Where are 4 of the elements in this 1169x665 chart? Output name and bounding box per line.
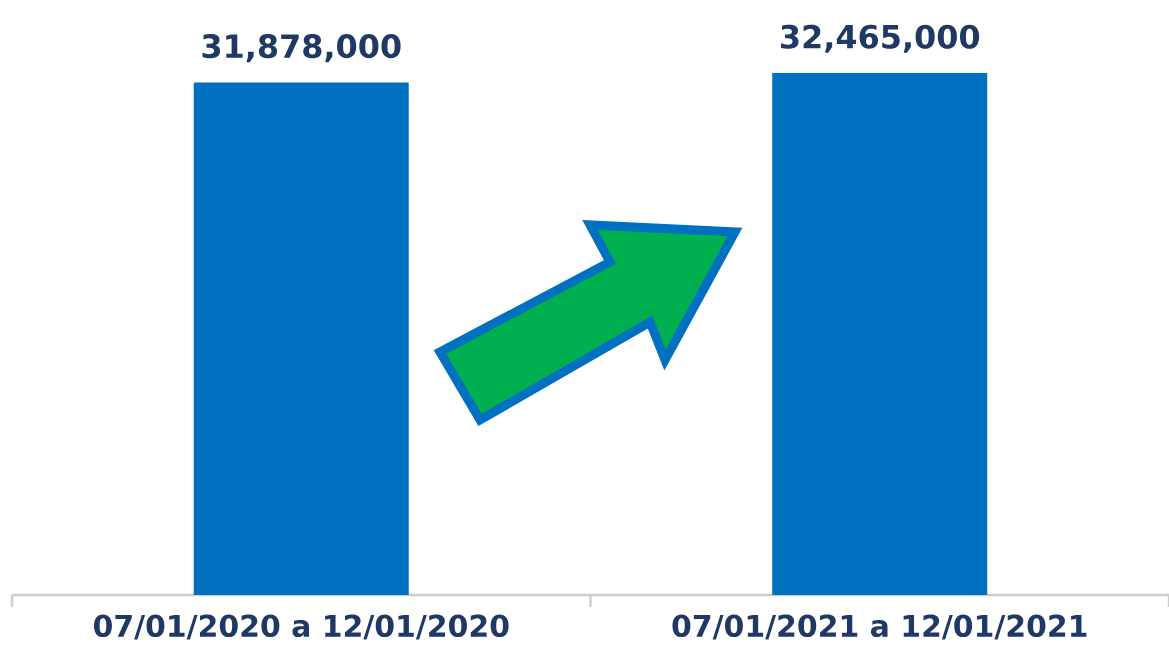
x-tick-label: 07/01/2021 a 12/01/2021 bbox=[672, 614, 1087, 640]
data-label: 32,465,000 bbox=[781, 24, 980, 53]
data-label: 31,878,000 bbox=[202, 34, 401, 63]
x-tick-label: 07/01/2020 a 12/01/2020 bbox=[93, 614, 509, 640]
